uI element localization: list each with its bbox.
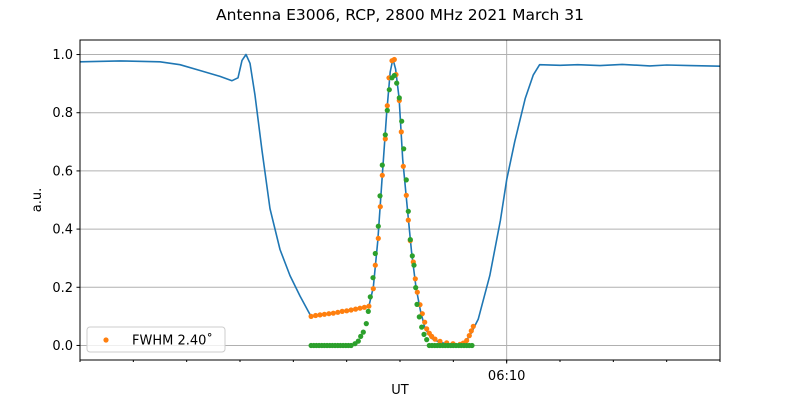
series-points-1 xyxy=(308,56,476,347)
legend-label: FWHM 2.40˚ xyxy=(132,333,213,349)
data-point xyxy=(357,305,363,311)
data-point xyxy=(386,87,392,93)
data-point xyxy=(372,262,378,268)
data-point xyxy=(466,333,472,339)
legend: FWHM 2.40˚ xyxy=(86,326,226,353)
y-tick-label: 0.0 xyxy=(52,339,73,354)
data-point xyxy=(432,336,438,342)
data-point xyxy=(437,338,443,344)
data-point xyxy=(317,312,323,318)
data-point xyxy=(384,103,390,109)
data-point xyxy=(409,253,415,259)
data-point xyxy=(398,129,404,135)
data-point xyxy=(422,319,428,325)
data-point xyxy=(403,192,409,198)
data-point xyxy=(366,303,372,309)
y-tick-label: 0.8 xyxy=(52,106,73,121)
data-point xyxy=(358,333,364,339)
y-tick-label: 0.6 xyxy=(52,164,73,179)
data-point xyxy=(321,311,327,317)
data-point xyxy=(414,301,420,307)
data-point xyxy=(413,285,419,291)
data-point xyxy=(330,310,336,316)
plot-frame xyxy=(79,39,721,361)
data-point xyxy=(405,217,411,223)
data-point xyxy=(419,324,425,330)
series-points-2 xyxy=(308,72,475,349)
data-point xyxy=(469,342,475,349)
data-point xyxy=(375,235,381,241)
data-point xyxy=(412,276,418,282)
series-layer xyxy=(79,53,721,349)
data-point xyxy=(405,208,411,214)
data-point xyxy=(335,309,341,315)
y-tick-label: 0.4 xyxy=(52,223,73,238)
data-point xyxy=(384,107,390,113)
data-point xyxy=(339,308,345,314)
data-point xyxy=(391,72,397,79)
data-point xyxy=(367,294,373,300)
data-point xyxy=(379,162,385,168)
data-point xyxy=(326,311,332,317)
data-point xyxy=(372,250,378,257)
x-axis-label: UT xyxy=(391,383,409,398)
data-point xyxy=(396,95,402,101)
chart-title: Antenna E3006, RCP, 2800 MHz 2021 March … xyxy=(216,6,584,24)
data-point xyxy=(348,307,354,313)
data-point xyxy=(375,223,381,229)
data-point xyxy=(355,338,361,344)
data-point xyxy=(421,331,427,337)
data-point xyxy=(416,314,422,320)
data-point xyxy=(403,177,409,183)
y-tick-label: 1.0 xyxy=(52,48,73,63)
data-point xyxy=(401,146,407,152)
data-point xyxy=(348,342,354,349)
grid xyxy=(80,40,720,360)
data-point xyxy=(470,323,476,329)
y-axis-label: a.u. xyxy=(30,188,45,212)
data-point xyxy=(365,308,371,314)
data-point xyxy=(353,306,359,312)
data-point xyxy=(379,172,385,178)
data-point xyxy=(344,308,350,314)
data-point xyxy=(360,329,366,335)
x-tick-label: 06:10 xyxy=(488,369,525,384)
data-point xyxy=(400,163,406,169)
data-point xyxy=(377,204,383,210)
legend-marker-orange xyxy=(103,337,109,343)
data-point xyxy=(313,312,319,319)
data-point xyxy=(382,136,388,142)
data-point xyxy=(414,289,420,295)
data-point xyxy=(370,286,376,292)
data-point xyxy=(411,262,417,268)
data-point xyxy=(399,118,405,124)
data-point xyxy=(391,56,397,63)
data-point xyxy=(377,193,383,199)
y-tick-label: 0.2 xyxy=(52,281,73,296)
data-point xyxy=(394,80,400,86)
legend-box xyxy=(86,326,226,353)
data-point xyxy=(468,328,474,334)
data-point xyxy=(424,326,430,332)
data-point xyxy=(361,304,367,310)
ticks: 0.0 0.2 0.4 0.6 0.8 1.0 06:10 xyxy=(52,48,721,384)
data-point xyxy=(308,313,314,319)
data-point xyxy=(424,337,430,343)
data-point xyxy=(363,321,369,327)
data-point xyxy=(382,132,388,138)
data-point xyxy=(370,275,376,281)
data-point xyxy=(407,237,413,243)
data-point xyxy=(464,337,470,344)
